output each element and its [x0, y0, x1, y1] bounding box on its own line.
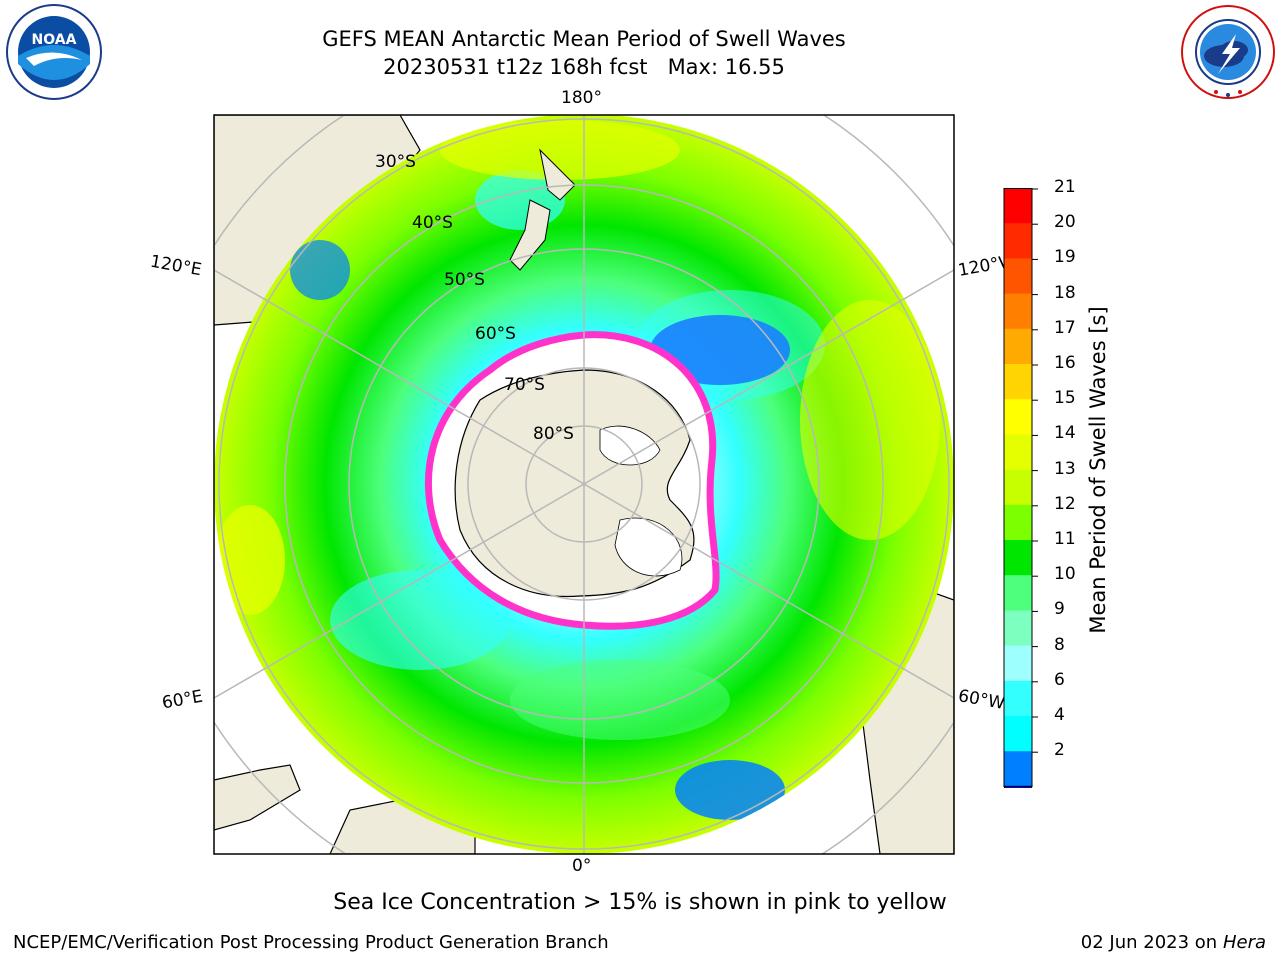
- colorbar-tick-label: 8: [1054, 634, 1065, 655]
- colorbar-segment: [1004, 223, 1032, 259]
- map-frame: [213, 114, 955, 855]
- colorbar-segment: [1004, 188, 1032, 224]
- lat-label-60s: 60°S: [475, 324, 516, 344]
- colorbar-segment: [1004, 540, 1032, 576]
- colorbar-tick-label: 2: [1054, 740, 1065, 761]
- colorbar-segment: [1004, 434, 1032, 471]
- colorbar-tick-label: 4: [1054, 705, 1065, 725]
- colorbar-tick-label: 9: [1054, 599, 1065, 620]
- colorbar-segment: [1004, 469, 1032, 506]
- colorbar-tick-label: 10: [1054, 564, 1076, 585]
- host-text: Hera: [1222, 932, 1266, 953]
- lon-label-0: 0°: [572, 856, 592, 876]
- colorbar-segment: [1004, 716, 1032, 752]
- colorbar-tick-label: 18: [1054, 282, 1076, 303]
- lat-label-40s: 40°S: [412, 213, 453, 233]
- colorbar-segment: [1004, 645, 1032, 682]
- colorbar-tick-label: 12: [1054, 493, 1076, 514]
- chart-title: GEFS MEAN Antarctic Mean Period of Swell…: [322, 27, 846, 51]
- colorbar-tick-label: 6: [1054, 669, 1065, 690]
- colorbar-segment: [1004, 751, 1032, 787]
- madagascar-landmass: [214, 764, 301, 831]
- lat-label-80s: 80°S: [533, 424, 574, 444]
- sea-ice-footnote: Sea Ice Concentration > 15% is shown in …: [333, 890, 947, 915]
- colorbar-segment: [1004, 399, 1032, 435]
- colorbar-tick-label: 21: [1054, 177, 1076, 197]
- lat-label-30s: 30°S: [375, 152, 416, 172]
- colorbar-segment: [1004, 258, 1032, 295]
- nws-logo-icon: [1181, 5, 1275, 99]
- colorbar-segment: [1004, 504, 1032, 541]
- noaa-logo-icon: NOAA: [6, 4, 102, 100]
- colorbar-segment: [1004, 364, 1032, 400]
- colorbar-segment: [1004, 680, 1032, 717]
- svg-text:NOAA: NOAA: [32, 32, 77, 48]
- date-text: 02 Jun 2023 on: [1080, 932, 1218, 953]
- colorbar-segment: [1004, 610, 1032, 647]
- colorbar-tick-label: 19: [1054, 247, 1076, 268]
- colorbar-tick-label: 15: [1054, 388, 1076, 409]
- date-host-line: 02 Jun 2023 on Hera: [1081, 932, 1266, 953]
- colorbar-segment: [1004, 293, 1032, 330]
- lon-label-180: 180°: [561, 88, 602, 108]
- colorbar-segment: [1004, 328, 1032, 365]
- graticule: [214, 115, 954, 854]
- colorbar-segment: [1004, 575, 1032, 611]
- colorbar-tick-label: 11: [1054, 529, 1076, 549]
- colorbar-tick-label: 20: [1054, 212, 1076, 233]
- colorbar-tick-label: 14: [1054, 423, 1076, 444]
- colorbar-label: Mean Period of Swell Waves [s]: [1086, 306, 1110, 634]
- colorbar-tick-label: 16: [1054, 353, 1076, 373]
- colorbar: [1003, 188, 1038, 788]
- colorbar-tick-label: 13: [1054, 458, 1076, 479]
- lat-label-50s: 50°S: [444, 270, 485, 290]
- credit-line: NCEP/EMC/Verification Post Processing Pr…: [13, 932, 609, 953]
- chart-subtitle: 20230531 t12z 168h fcst Max: 16.55: [383, 55, 785, 79]
- swell-period-field: [214, 115, 954, 854]
- colorbar-tick-label: 17: [1054, 317, 1076, 338]
- lat-label-70s: 70°S: [504, 375, 545, 395]
